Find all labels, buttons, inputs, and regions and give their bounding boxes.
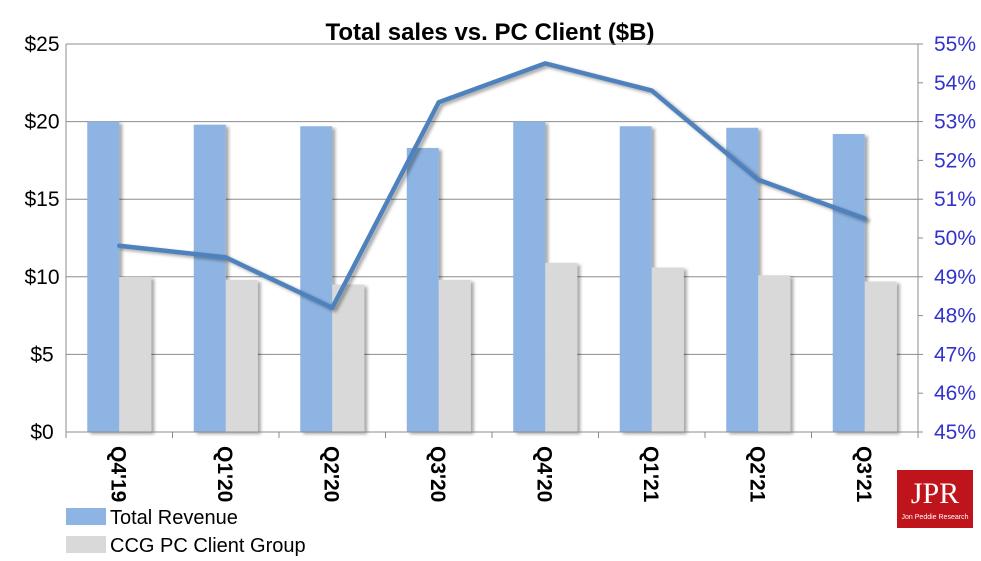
legend: Total Revenue CCG PC Client Group	[66, 507, 306, 557]
x-tick-label: Q3'21	[852, 446, 875, 503]
bar-total-revenue	[193, 124, 226, 432]
jpr-logo: JPR Jon Peddie Research	[897, 470, 973, 528]
y-right-tick-label: 46%	[934, 382, 976, 405]
bar-total-revenue	[87, 121, 120, 432]
x-tick-label: Q4'20	[532, 446, 555, 502]
y-right-tick-label: 54%	[934, 72, 976, 95]
legend-swatch	[66, 508, 106, 525]
legend-label: CCG PC Client Group	[110, 535, 306, 557]
y-right-tick-label: 49%	[934, 266, 976, 289]
legend-label: Total Revenue	[110, 507, 238, 529]
y-left-tick-label: $25	[24, 33, 59, 56]
bar-ccg	[651, 267, 684, 432]
y-left-tick-label: $20	[24, 111, 59, 134]
bar-total-revenue	[832, 134, 865, 433]
y-right-tick-label: 55%	[934, 33, 976, 56]
y-right-tick-label: 47%	[934, 343, 976, 366]
bar-total-revenue	[300, 126, 333, 433]
y-left-tick-label: $15	[24, 188, 59, 211]
x-tick-label: Q3'20	[426, 446, 449, 502]
line-series-path	[117, 61, 867, 311]
x-tick-label: Q1'21	[639, 446, 662, 503]
bar-total-revenue	[619, 126, 652, 433]
bar-ccg	[758, 275, 791, 432]
bar-ccg	[545, 262, 578, 432]
x-tick-label: Q1'20	[213, 446, 236, 502]
bar-ccg	[119, 276, 152, 432]
bars	[87, 121, 897, 433]
tick-labels: $0 $5 $10 $15 $20 $25 45% 46% 47% 48% 49% 50% 51% 52%…	[24, 33, 976, 503]
line-series	[117, 61, 867, 311]
chart-title: Total sales vs. PC Client ($B)	[326, 19, 655, 46]
y-left-tick-label: $10	[24, 266, 59, 289]
axes	[65, 43, 923, 438]
logo-box	[897, 470, 973, 528]
legend-swatch	[66, 536, 106, 553]
y-left-tick-label: $0	[30, 421, 53, 444]
y-right-tick-label: 51%	[934, 188, 976, 211]
bar-total-revenue	[513, 121, 546, 432]
y-right-tick-label: 52%	[934, 149, 976, 172]
bar-ccg	[864, 281, 897, 432]
y-right-tick-label: 48%	[934, 305, 976, 328]
logo-small-text: Jon Peddie Research	[902, 514, 969, 521]
x-tick-label: Q2'20	[319, 446, 342, 502]
y-right-tick-label: 53%	[934, 111, 976, 134]
y-right-tick-label: 45%	[934, 421, 976, 444]
bar-ccg	[438, 279, 471, 432]
logo-big-text: JPR	[911, 477, 959, 510]
x-tick-label: Q4'19	[106, 446, 129, 502]
bar-total-revenue	[406, 147, 439, 432]
bar-ccg	[225, 279, 258, 432]
y-right-tick-label: 50%	[934, 227, 976, 250]
bar-ccg	[332, 284, 365, 432]
bar-total-revenue	[726, 127, 759, 433]
y-left-tick-label: $5	[30, 343, 53, 366]
x-tick-label: Q2'21	[745, 446, 768, 503]
